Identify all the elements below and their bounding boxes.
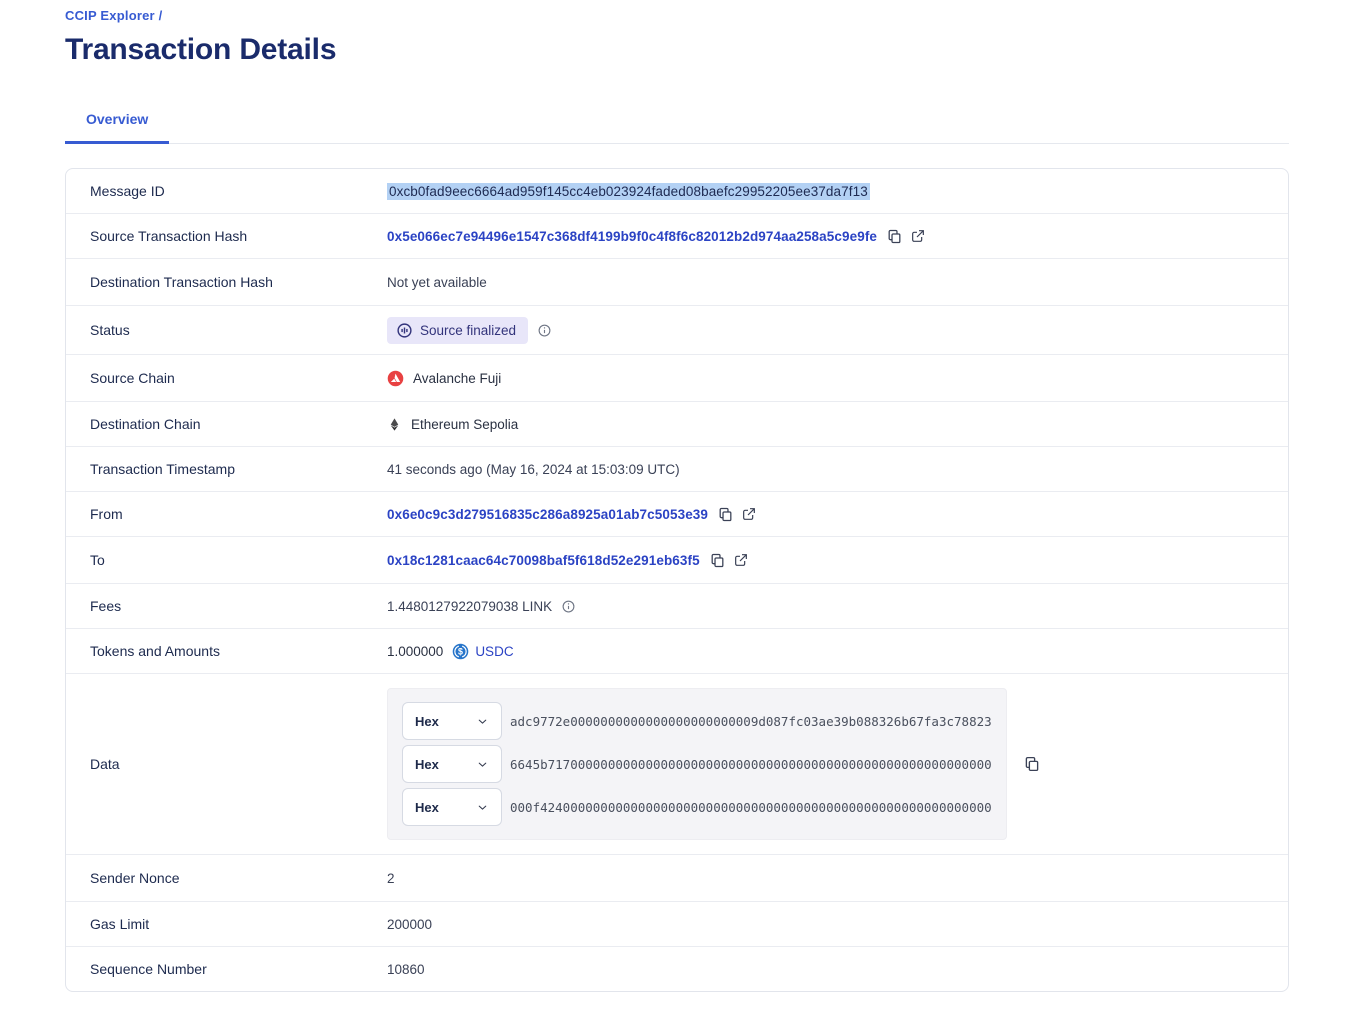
external-link-button[interactable] [733, 552, 749, 568]
ethereum-icon [390, 417, 399, 431]
to-address-link[interactable]: 0x18c1281caac64c70098baf5f618d52e291eb63… [387, 552, 700, 568]
hex-format-select[interactable]: Hex [402, 745, 502, 783]
from-address-link[interactable]: 0x6e0c9c3d279516835c286a8925a01ab7c5053e… [387, 506, 709, 522]
chevron-down-icon [478, 805, 487, 810]
row-label: Fees [90, 598, 122, 614]
external-link-icon [912, 230, 924, 242]
timestamp-value: 41 seconds ago (May 16, 2024 at 15:03:09… [387, 461, 680, 477]
tab-bar: Overview [65, 111, 1289, 144]
data-hex-row: Hex 6645b7170000000000000000000000000000… [402, 745, 992, 783]
row-label: Tokens and Amounts [90, 643, 220, 659]
data-hex-panel: Hex adc9772e0000000000000000000000009d08… [387, 688, 1007, 840]
info-icon [538, 324, 551, 336]
source-tx-hash-link[interactable]: 0x5e066ec7e94496e1547c368df4199b9f0c4f8f… [387, 228, 878, 244]
status-progress-icon [397, 322, 412, 338]
table-row-source-chain: Source Chain Avalanche Fuji [66, 354, 1288, 401]
data-hex-row: Hex adc9772e0000000000000000000000009d08… [402, 702, 992, 740]
external-link-button[interactable] [741, 506, 757, 522]
table-row-gas-limit: Gas Limit 200000 [66, 901, 1288, 946]
table-row-dest-chain: Destination Chain Ethereum Sepolia [66, 401, 1288, 446]
table-row-message-id: Message ID 0xcb0fad9eec6664ad959f145cc4e… [66, 169, 1288, 213]
hex-format-label: Hex [415, 713, 439, 729]
table-row-sender-nonce: Sender Nonce 2 [66, 854, 1288, 901]
external-link-icon [743, 508, 755, 520]
status-info-button[interactable] [537, 323, 552, 338]
chevron-down-icon [478, 762, 487, 767]
status-text: Source finalized [420, 322, 517, 338]
copy-icon [711, 553, 724, 567]
table-row-tokens: Tokens and Amounts 1.000000 USDC [66, 628, 1288, 673]
external-link-icon [734, 554, 747, 566]
row-label: Sender Nonce [90, 870, 180, 886]
chevron-down-icon [478, 719, 487, 724]
copy-icon [719, 507, 732, 521]
status-badge: Source finalized [387, 316, 529, 344]
hex-format-select[interactable]: Hex [402, 788, 502, 826]
row-label: From [90, 506, 123, 522]
sequence-number-value: 10860 [387, 961, 425, 977]
transaction-details-table: Message ID 0xcb0fad9eec6664ad959f145cc4e… [65, 168, 1289, 992]
hex-format-select[interactable]: Hex [402, 702, 502, 740]
dest-tx-hash-value: Not yet available [387, 274, 487, 290]
tab-overview[interactable]: Overview [65, 111, 170, 144]
copy-button[interactable] [886, 228, 903, 245]
info-icon [562, 600, 575, 612]
data-hex-row: Hex 000f42400000000000000000000000000000… [402, 788, 992, 826]
table-row-to: To 0x18c1281caac64c70098baf5f618d52e291e… [66, 536, 1288, 583]
table-row-from: From 0x6e0c9c3d279516835c286a8925a01ab7c… [66, 491, 1288, 536]
row-label: Sequence Number [90, 961, 207, 977]
copy-button[interactable] [717, 506, 734, 523]
breadcrumb-ccip-explorer-link[interactable]: CCIP Explorer [65, 8, 155, 23]
breadcrumb: CCIP Explorer / [65, 8, 1289, 23]
avalanche-icon [387, 370, 404, 386]
row-label: Status [90, 322, 130, 338]
fees-value: 1.4480127922079038 LINK [387, 598, 553, 614]
usdc-icon [452, 642, 470, 660]
usdc-token-link[interactable]: USDC [452, 642, 514, 660]
row-label: Data [90, 756, 120, 772]
external-link-button[interactable] [910, 228, 926, 244]
page-title: Transaction Details [65, 33, 337, 66]
hex-format-label: Hex [415, 799, 439, 815]
table-row-sequence-number: Sequence Number 10860 [66, 946, 1288, 991]
token-amount: 1.000000 [387, 643, 444, 659]
row-label: Gas Limit [90, 916, 150, 932]
gas-limit-value: 200000 [387, 916, 433, 932]
row-label: Message ID [90, 183, 165, 199]
copy-button[interactable] [709, 552, 726, 569]
table-row-status: Status Source finalized [66, 305, 1288, 354]
token-symbol: USDC [475, 643, 514, 659]
data-hex-line: 000f424000000000000000000000000000000000… [510, 799, 992, 815]
fees-info-button[interactable] [561, 599, 576, 614]
row-label: Destination Chain [90, 416, 201, 432]
table-row-timestamp: Transaction Timestamp 41 seconds ago (Ma… [66, 446, 1288, 491]
row-label: Source Chain [90, 370, 175, 386]
table-row-dest-tx-hash: Destination Transaction Hash Not yet ava… [66, 258, 1288, 305]
table-row-source-tx-hash: Source Transaction Hash 0x5e066ec7e94496… [66, 213, 1288, 258]
data-copy-button[interactable] [1023, 755, 1041, 773]
hex-format-label: Hex [415, 756, 439, 772]
message-id-value: 0xcb0fad9eec6664ad959f145cc4eb023924fade… [387, 182, 870, 200]
sender-nonce-value: 2 [387, 870, 395, 886]
source-chain-name: Avalanche Fuji [413, 370, 502, 386]
table-row-data: Data Hex adc9772e00000000000000000000000… [66, 673, 1288, 854]
data-hex-line: 6645b71700000000000000000000000000000000… [510, 756, 992, 772]
row-label: To [90, 552, 105, 568]
breadcrumb-separator: / [158, 8, 163, 23]
data-hex-line: adc9772e0000000000000000000000009d087fc0… [510, 713, 992, 729]
copy-icon [1025, 756, 1039, 772]
copy-icon [888, 229, 901, 243]
row-label: Destination Transaction Hash [90, 274, 273, 290]
dest-chain-name: Ethereum Sepolia [411, 416, 519, 432]
row-label: Source Transaction Hash [90, 228, 248, 244]
row-label: Transaction Timestamp [90, 461, 235, 477]
table-row-fees: Fees 1.4480127922079038 LINK [66, 583, 1288, 628]
